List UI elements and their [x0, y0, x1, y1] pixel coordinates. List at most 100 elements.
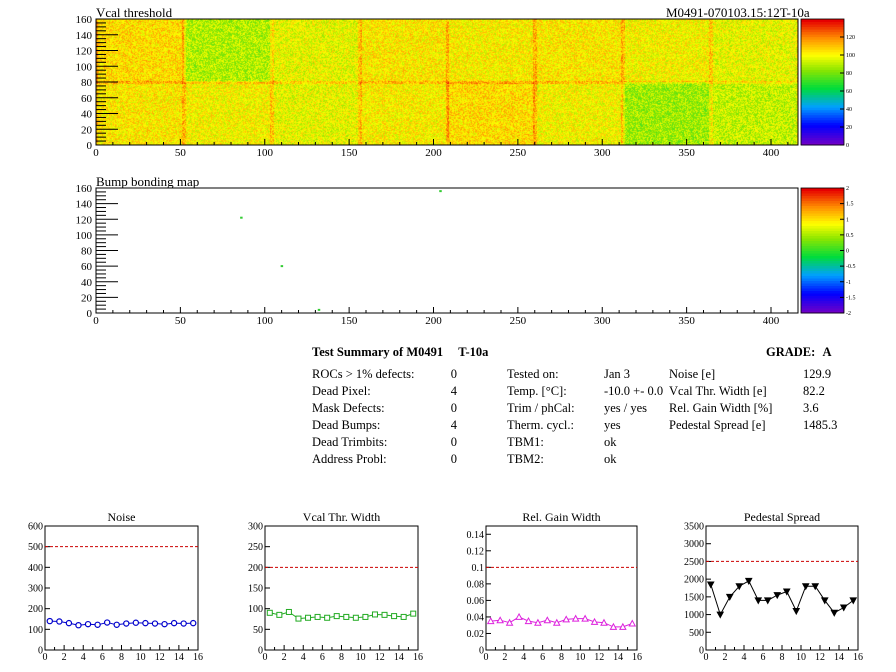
summary-row-label: Address Probl: [312, 452, 387, 466]
y-tick-label: 3000 [684, 539, 704, 550]
data-point [113, 621, 120, 628]
summary-row-label: TBM1: [507, 435, 544, 449]
data-point [142, 619, 149, 627]
palette-band [801, 97, 844, 101]
data-point [161, 620, 168, 628]
chart-panel: Noise 0 100 200 300 400 500 600 0 2 4 6 8 10 12 14 16 [28, 510, 203, 663]
y-tick-label: 80 [81, 246, 93, 258]
summary-row-label: TBM2: [507, 452, 544, 466]
summary-row-label: Pedestal Spread [e] [669, 418, 766, 432]
y-tick-label: 2000 [684, 575, 704, 586]
x-tick-label: 16 [853, 652, 863, 663]
x-tick-label: 8 [780, 652, 785, 663]
x-tick-label: 300 [594, 147, 611, 159]
vcal-threshold-heatmap [96, 19, 798, 145]
palette-tick-label: 0 [846, 143, 849, 149]
palette-band [801, 119, 844, 123]
y-tick-label: 50 [253, 625, 263, 636]
x-tick-label: 2 [723, 652, 728, 663]
data-point [295, 615, 302, 622]
y-tick-label: 600 [28, 522, 43, 533]
x-tick-label: 6 [320, 652, 325, 663]
y-tick-label: 20 [81, 292, 93, 304]
data-point [352, 614, 359, 621]
palette-band [801, 117, 844, 121]
data-point [562, 615, 571, 623]
summary-row: Dead Bumps: 4 [312, 417, 457, 434]
palette-band [801, 107, 844, 111]
x-tick-label: 2 [62, 652, 67, 663]
summary-row-value: 129.9 [803, 367, 832, 381]
y-tick-label: 60 [81, 261, 93, 273]
palette-band [801, 129, 844, 133]
data-point [716, 611, 725, 619]
bump-defect-point [280, 265, 284, 268]
palette-tick-label: 20 [846, 125, 852, 131]
x-tick-label: 14 [834, 652, 844, 663]
data-point [524, 617, 533, 625]
summary-row: Address Probl: 0 [312, 451, 457, 468]
palette-band [801, 99, 844, 103]
data-point [830, 609, 839, 617]
y-tick-label: 100 [28, 625, 43, 636]
x-tick-label: 2 [502, 652, 507, 663]
data-point [324, 614, 331, 621]
data-point [314, 613, 321, 620]
data-point [590, 617, 599, 625]
x-tick-label: 10 [575, 652, 585, 663]
palette-band [801, 61, 844, 65]
palette-band [801, 293, 844, 296]
palette-band [801, 295, 844, 299]
summary-row-value: ok [604, 435, 617, 449]
x-tick-label: 6 [540, 652, 545, 663]
x-tick-label: 16 [193, 652, 203, 663]
data-point [782, 588, 791, 596]
palette-band [801, 310, 844, 314]
summary-row-value: 0 [450, 401, 457, 415]
data-point [581, 614, 589, 622]
y-tick-label: 0.12 [467, 546, 485, 557]
summary-row-label: Vcal Thr. Width [e] [669, 384, 767, 398]
x-tick-label: 8 [559, 652, 564, 663]
y-tick-label: 60 [81, 93, 93, 105]
palette-band [801, 54, 844, 58]
y-tick-label: 200 [28, 604, 43, 615]
data-point [571, 614, 580, 622]
summary-row-value: yes [604, 418, 621, 432]
palette-band [801, 51, 844, 55]
palette-band [801, 248, 844, 251]
summary-title: Test Summary of M0491 [312, 345, 444, 359]
summary-row-label: Dead Pixel: [312, 384, 371, 398]
palette-band [801, 19, 844, 23]
y-tick-label: 0 [38, 646, 43, 657]
palette-band [801, 265, 844, 269]
palette-band [801, 305, 844, 309]
palette-tick-label: 100 [846, 53, 855, 59]
palette-band [801, 102, 844, 106]
x-tick-label: 0 [93, 315, 99, 327]
palette-band [801, 114, 844, 118]
summary-row-label: Tested on: [507, 367, 559, 381]
data-point [505, 618, 514, 626]
palette-band [801, 109, 844, 113]
palette-band [801, 268, 844, 271]
palette-tick-label: 40 [846, 107, 852, 113]
data-point [735, 583, 744, 591]
palette-band [801, 44, 844, 48]
palette-band [801, 210, 844, 214]
palette-band [801, 208, 844, 211]
data-point [65, 619, 73, 627]
summary-row-label: Therm. cycl.: [507, 418, 574, 432]
bump-defect-point [317, 308, 321, 311]
data-point [600, 618, 608, 626]
data-point [180, 620, 187, 627]
summary-row: Rel. Gain Width [%] 3.6 [669, 400, 839, 417]
summary-row-value: 0 [450, 452, 457, 466]
chart-title: Vcal Thr. Width [303, 510, 380, 524]
module-id-label: M0491-070103.15:12T-10a [666, 5, 810, 20]
palette-band [801, 290, 844, 294]
palette-band [801, 288, 844, 291]
chart-panel: Vcal Thr. Width 0 50 100 150 200 250 300 0 2 4 6 8 10… [248, 510, 423, 663]
grade-block: GRADE: A [766, 344, 831, 361]
palette-band [801, 89, 844, 93]
